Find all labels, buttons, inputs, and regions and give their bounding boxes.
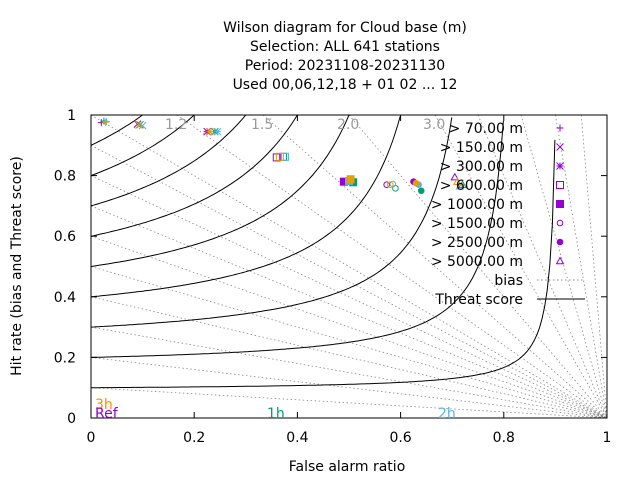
data-point-3-3 — [275, 152, 284, 161]
y-tick-label-5: 1 — [67, 108, 76, 124]
lead-time-labels: 3h Ref 1h 2h — [95, 397, 456, 422]
legend-label-2: > 300.00 m — [440, 159, 523, 175]
legend-marker-5 — [556, 219, 564, 227]
data-point-5-3 — [386, 181, 394, 188]
data-point-6-3 — [412, 179, 420, 187]
data-point-1-3 — [135, 121, 143, 129]
y-axis-ticks: 0 0.2 0.4 0.6 0.8 1 — [54, 108, 607, 427]
lead-label-2h: 2h — [438, 406, 456, 422]
bias-isoline-2 — [91, 326, 607, 418]
threat-score-isoline-7 — [91, 115, 195, 177]
title-line-3: Period: 20231108-20231130 — [245, 58, 445, 74]
legend-label-0: > 70.00 m — [449, 121, 523, 137]
title-line-1: Wilson diagram for Cloud base (m) — [223, 20, 467, 36]
data-point-0-3 — [101, 118, 109, 126]
title-line-4: Used 00,06,12,18 + 01 02 ... 12 — [233, 77, 458, 93]
x-tick-label-5: 1 — [603, 430, 612, 446]
threat-score-isolines — [91, 115, 556, 389]
data-point-0-2 — [102, 118, 110, 126]
bias-isoline-9 — [91, 115, 607, 418]
legend-label-3: > 600.00 m — [440, 178, 523, 194]
bias-label-3: 3.0 — [423, 117, 445, 133]
legend-label-1: > 150.00 m — [440, 140, 523, 156]
threat-score-isoline-1 — [91, 120, 504, 358]
bias-label-1: 1.5 — [251, 117, 273, 133]
data-point-4-3 — [346, 175, 355, 184]
lead-label-3h: 3h — [95, 397, 113, 413]
x-tick-label-3: 0.6 — [389, 430, 411, 446]
bias-isoline-6 — [91, 205, 607, 418]
threat-score-isoline-5 — [91, 115, 298, 237]
x-tick-label-4: 0.8 — [493, 430, 515, 446]
bias-isoline-7 — [91, 175, 607, 418]
threat-score-isoline-0 — [91, 139, 556, 389]
y-tick-label-1: 0.2 — [54, 350, 76, 366]
threat-score-isoline-4 — [91, 115, 350, 267]
x-tick-label-1: 0.2 — [183, 430, 205, 446]
plot-frame — [90, 114, 608, 419]
threat-score-isoline-3 — [91, 115, 401, 298]
bias-isoline-1 — [91, 357, 607, 418]
threat-score-isoline-6 — [91, 115, 247, 207]
legend-label-4: > 1000.00 m — [431, 197, 523, 213]
bias-isoline-5 — [91, 235, 607, 418]
bias-label-2: 2.0 — [337, 117, 359, 133]
legend-bias-label: bias — [494, 273, 523, 289]
bias-isoline-8 — [91, 144, 607, 418]
bias-label-0: 1.2 — [165, 117, 187, 133]
bias-isoline-17 — [580, 115, 607, 418]
bias-isolines — [91, 115, 607, 418]
data-point-3-2 — [281, 152, 290, 161]
legend-label-7: > 5000.00 m — [431, 254, 523, 270]
threat-score-isoline-8 — [91, 115, 144, 146]
title-line-2: Selection: ALL 641 stations — [250, 39, 440, 55]
y-tick-label-0: 0 — [67, 411, 76, 427]
lead-label-1h: 1h — [267, 406, 285, 422]
lead-label-ref: Ref — [95, 406, 119, 422]
legend: > 70.00 m > 150.00 m > 300.00 m > 600.00 m >… — [431, 121, 585, 308]
threat-score-isoline-2 — [91, 117, 453, 328]
x-tick-label-2: 0.4 — [286, 430, 308, 446]
bias-isoline-16 — [555, 115, 607, 418]
legend-marker-3 — [556, 181, 564, 189]
legend-marker-7 — [555, 256, 565, 265]
y-tick-label-3: 0.6 — [54, 229, 76, 245]
legend-marker-0 — [556, 124, 564, 132]
chart-title: Wilson diagram for Cloud base (m) Select… — [223, 20, 467, 93]
legend-marker-6 — [556, 238, 564, 246]
data-points — [97, 117, 467, 195]
data-point-2-2 — [213, 127, 222, 136]
y-axis-label: Hit rate (bias and Threat score) — [9, 156, 25, 376]
y-tick-label-4: 0.8 — [54, 169, 76, 185]
legend-label-5: > 1500.00 m — [431, 216, 523, 232]
bias-isoline-15 — [520, 115, 607, 418]
legend-marker-2 — [556, 162, 564, 170]
legend-marker-4 — [556, 200, 564, 208]
bias-isoline-3 — [91, 296, 607, 418]
bias-isoline-14 — [477, 115, 607, 418]
data-point-7-2 — [455, 181, 465, 190]
bias-isoline-labels: 1.2 1.5 2.0 3.0 — [165, 117, 445, 133]
data-point-5-2 — [389, 180, 397, 188]
data-point-7-3 — [453, 177, 462, 185]
data-point-6-1 — [417, 187, 425, 195]
data-point-7-0 — [450, 172, 460, 181]
data-point-5-0 — [383, 181, 390, 188]
x-tick-label-0: 0 — [87, 430, 96, 446]
y-tick-label-2: 0.4 — [54, 290, 76, 306]
legend-label-6: > 2500.00 m — [431, 235, 523, 251]
x-axis-label: False alarm ratio — [289, 459, 406, 475]
bias-isoline-0 — [91, 387, 607, 418]
data-point-1-1 — [136, 120, 144, 129]
legend-threat-label: Threat score — [434, 292, 523, 308]
data-point-2-3 — [205, 127, 214, 136]
x-axis-ticks: 0 0.2 0.4 0.6 0.8 1 — [87, 115, 612, 446]
legend-marker-1 — [556, 143, 564, 151]
